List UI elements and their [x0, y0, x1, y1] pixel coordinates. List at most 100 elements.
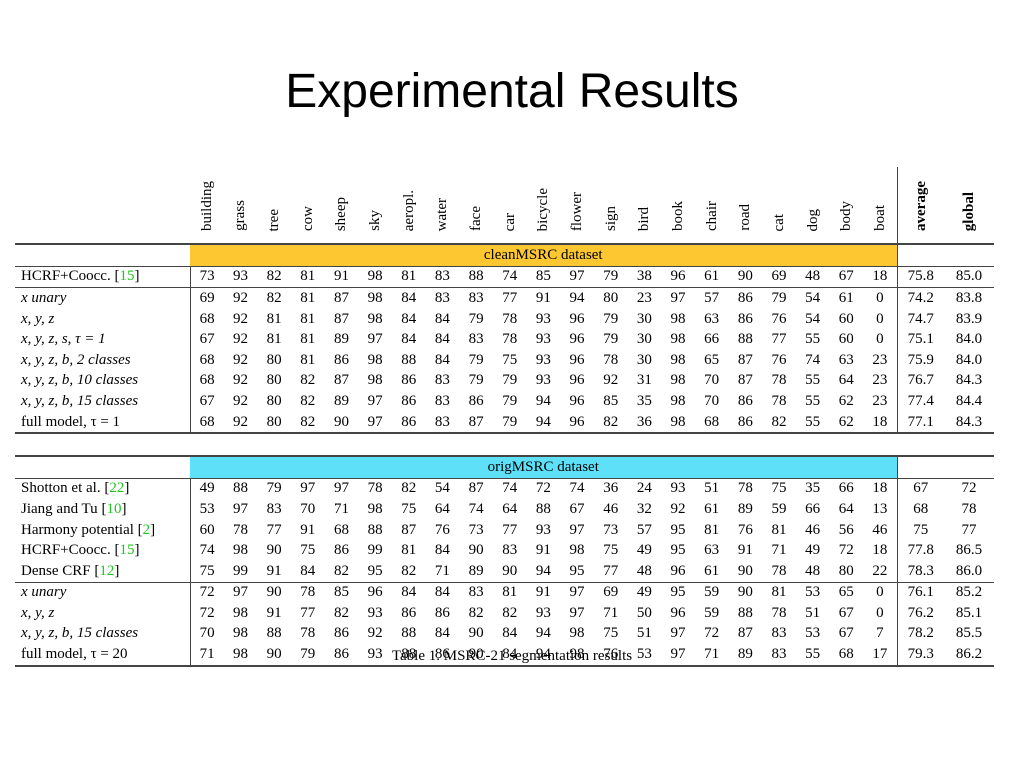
table-row: full model, τ = 20 71 98 90 79 86 93 88 86 90 84 94… [15, 644, 994, 667]
value-cell: 70 [704, 372, 720, 389]
value-cell: 87 [737, 351, 753, 368]
table-row: x, y, z, b, 10 classes 68 92 80 82 87 98 86 83 79… [15, 370, 994, 392]
value-cell: 83 [425, 411, 460, 435]
value-cell: 93 [661, 477, 695, 500]
value-cell: 49 [805, 542, 821, 559]
value-cell: 59 [771, 500, 787, 517]
value-cell: 86 [333, 351, 349, 368]
value-cell: 82 [300, 392, 316, 409]
value-cell: 0 [863, 287, 897, 309]
value-cell: 90 [728, 581, 763, 604]
table-row: Harmony potential [2] 60 78 77 91 68 88 87 76 73 7… [15, 519, 994, 541]
method-cell: x, y, z [15, 603, 191, 624]
method-label: x, y, z, b, 2 classes [21, 351, 131, 368]
value-cell: 84 [391, 287, 426, 309]
citation-link[interactable]: 22 [109, 480, 125, 497]
value-cell: 87 [737, 625, 753, 642]
value-cell: 86 [401, 372, 417, 389]
value-cell: 36 [627, 411, 662, 435]
column-header: bicycle [527, 167, 561, 244]
value-cell: 84 [434, 310, 450, 327]
value-cell: 93 [535, 604, 551, 621]
value-cell: 89 [737, 500, 753, 517]
value-cell: 80 [266, 372, 282, 389]
value-cell: 90 [324, 411, 359, 435]
value-cell: 94 [526, 411, 561, 435]
column-header: boat [863, 167, 897, 244]
citation-link[interactable]: 15 [119, 268, 135, 285]
value-cell: 93 [535, 351, 551, 368]
value-cell: 48 [636, 562, 652, 579]
value-cell: 0 [876, 310, 884, 327]
value-cell: 88 [401, 351, 417, 368]
value-cell: 98 [358, 265, 392, 288]
value-cell: 93 [223, 265, 258, 288]
value-cell: 70 [300, 500, 316, 517]
value-cell: 83 [434, 392, 450, 409]
value-cell: 68 [190, 411, 224, 435]
value-cell: 78.3 [896, 560, 944, 582]
column-header-label: car [501, 212, 518, 231]
column-header: bird [628, 167, 662, 244]
value-cell: 68 [199, 351, 215, 368]
value-cell: 78 [603, 351, 619, 368]
citation-link[interactable]: 15 [119, 542, 135, 559]
value-cell: 72 [704, 625, 720, 642]
value-cell: 46 [603, 500, 619, 517]
value-cell: 98 [367, 351, 383, 368]
value-cell: 72 [838, 542, 854, 559]
value-cell: 85 [603, 392, 619, 409]
value-cell: 79 [257, 477, 291, 500]
value-cell: 87 [459, 411, 493, 435]
column-header: building [190, 167, 224, 244]
value-cell: 67 [896, 477, 944, 500]
column-header: sign [594, 167, 628, 244]
value-cell: 17 [863, 644, 897, 667]
section-gap [15, 433, 994, 456]
value-cell: 74.7 [896, 308, 944, 330]
value-cell: 86 [401, 392, 417, 409]
value-cell: 72 [944, 477, 994, 500]
value-cell: 96 [569, 372, 585, 389]
value-cell: 84 [492, 644, 527, 667]
value-cell: 83 [434, 372, 450, 389]
value-cell: 76 [771, 351, 787, 368]
value-cell: 75 [199, 562, 215, 579]
value-cell: 91 [266, 604, 282, 621]
value-cell: 75 [401, 500, 417, 517]
value-cell: 63 [838, 351, 854, 368]
section-band: cleanMSRC dataset [190, 242, 897, 267]
column-header-label: sheep [333, 196, 350, 231]
value-cell: 84 [401, 331, 417, 348]
value-cell: 81 [401, 542, 417, 559]
value-cell: 18 [863, 477, 897, 500]
value-cell: 38 [627, 265, 662, 288]
value-cell: 65 [704, 351, 720, 368]
value-cell: 75 [603, 625, 619, 642]
value-cell: 74 [560, 477, 594, 500]
value-cell: 55 [795, 644, 830, 667]
value-cell: 94 [560, 287, 594, 309]
citation-link[interactable]: 12 [99, 562, 115, 579]
value-cell: 92 [232, 392, 248, 409]
citation-link[interactable]: 2 [142, 521, 151, 538]
value-cell: 82 [257, 287, 291, 309]
value-cell: 49 [636, 542, 652, 559]
value-cell: 98 [670, 392, 686, 409]
method-label: x, y, z [21, 310, 55, 327]
table-row: x, y, z 68 92 81 81 87 98 84 84 79 78 93 96 79 30 98 63 8… [15, 308, 994, 330]
method-label: x, y, z, b, 10 classes [21, 372, 139, 389]
value-cell: 81 [266, 310, 282, 327]
value-cell: 30 [636, 310, 652, 327]
value-cell: 98 [232, 604, 248, 621]
table-row: Dense CRF [12] 75 99 91 84 82 95 82 71 89 90 94 95 77… [15, 560, 994, 582]
method-label: x unary [21, 289, 67, 306]
column-header-label: boat [871, 205, 888, 231]
value-cell: 79 [502, 372, 518, 389]
value-cell: 92 [232, 331, 248, 348]
value-cell: 76 [434, 521, 450, 538]
citation-link[interactable]: 10 [106, 500, 122, 517]
value-cell: 98 [367, 310, 383, 327]
value-cell: 73 [468, 521, 484, 538]
column-header-label: chair [703, 201, 720, 231]
